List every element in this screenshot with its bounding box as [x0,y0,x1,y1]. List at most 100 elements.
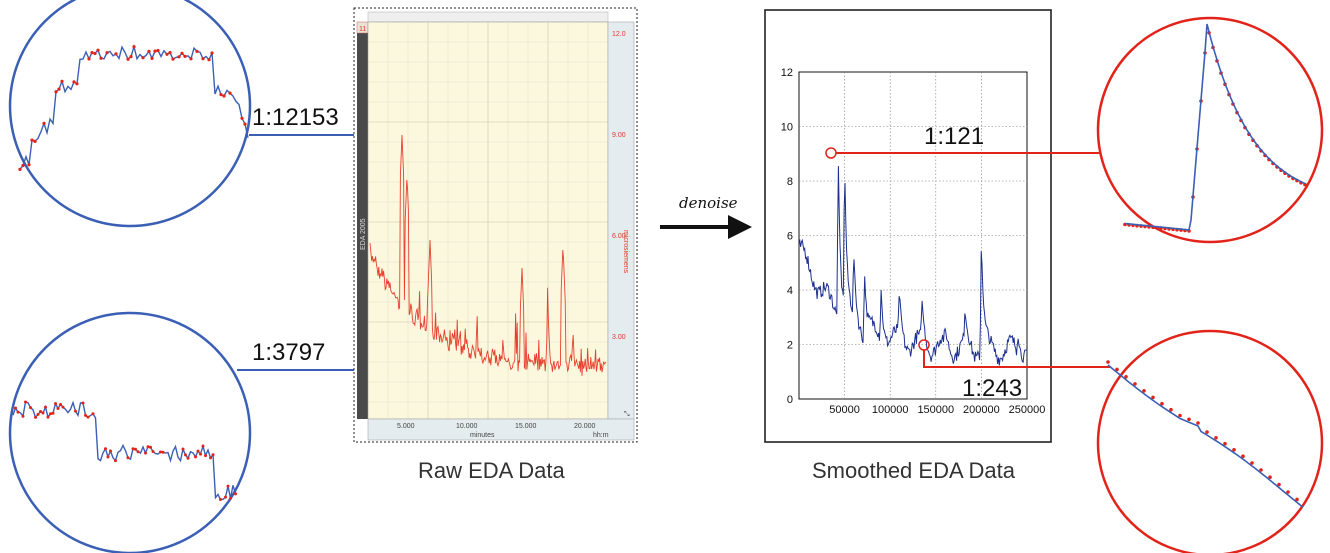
smoothed-x-tick-label: 50000 [829,404,860,416]
sample-point [149,445,152,449]
raw-y-tick-label: 9.00 [612,132,626,139]
caption-raw: Raw EDA Data [418,458,565,483]
sample-point [44,405,47,409]
sample-point [1160,401,1164,406]
sample-point [41,411,45,415]
sample-point [90,51,94,55]
sample-point [1124,375,1128,379]
raw-y-tick-label: 12.0 [612,31,626,38]
sample-point [1187,417,1191,422]
raw-x-ticks: 5.000 10.000 15.000 20.000 [397,423,596,430]
sample-point [209,456,212,460]
sample-point [177,55,181,59]
smoothed-x-tick-label: 150000 [917,404,954,416]
connector-smooth-top [825,147,1100,159]
sample-point [74,409,77,413]
sample-point [184,453,187,457]
sample-point [105,51,109,55]
caption-smoothed: Smoothed EDA Data [812,458,1016,483]
sample-point [126,456,130,460]
raw-top-bar [367,11,609,23]
sample-point [228,91,232,95]
raw-y-tick-label: 3.00 [612,334,626,341]
sample-point [201,444,205,448]
sample-point [222,94,226,98]
sample-point [1250,461,1254,465]
sample-point [16,410,20,414]
smoothed-y-tick-label: 4 [787,285,793,297]
sample-point [114,459,117,463]
sample-point [96,48,100,52]
zoom-raw-top-samples [18,45,247,171]
sample-point [1169,407,1173,412]
sample-point [1277,482,1281,487]
denoise-label: denoise [679,194,738,212]
raw-side-strip [357,22,368,419]
smoothed-y-tick-label: 2 [787,340,793,352]
sample-point [104,447,107,451]
sample-point [49,412,52,416]
raw-x-tick-label: 15.000 [515,423,537,430]
sample-point [81,401,85,405]
sample-point [56,407,60,410]
zoom-circle-smooth-bottom [1096,329,1324,553]
denoise-arrow [660,215,752,239]
sample-point [211,453,215,457]
sample-point [106,455,110,459]
raw-side-label: EDA 2005 [360,218,367,250]
sample-point [1205,430,1209,434]
sample-point [219,498,222,501]
sample-point [21,163,25,168]
sample-point [1232,448,1236,452]
sample-point [240,116,244,120]
sample-point [156,48,160,53]
sample-point [1115,367,1119,372]
zoom-smooth-bottom-signal [1107,364,1304,508]
sample-point [109,449,112,453]
smoothed-x-tick-label: 250000 [1009,404,1046,416]
raw-y-ticks: 12.0 9.00 6.00 3.00 [612,31,626,341]
raw-x-unit: hh:m [593,432,609,439]
sample-point [207,58,211,62]
sample-point [34,415,37,419]
sample-point [57,87,61,91]
sample-point [168,51,172,55]
sample-point [33,139,37,143]
sample-point [1223,441,1227,446]
smoothed-grid [799,72,1027,399]
sample-point [51,411,55,415]
sample-point [131,447,135,451]
zoom-smooth-top-signal [1124,23,1306,231]
raw-x-axis-label: minutes [470,432,495,439]
sample-point [181,447,185,451]
sample-point [18,167,22,171]
sample-point [1133,382,1137,386]
sample-point [141,56,145,60]
sample-point [21,414,25,418]
zoom-ratio-raw-bottom: 1:3797 [252,339,325,366]
sample-point [224,495,227,499]
sample-point [14,406,17,410]
sample-point [1151,395,1155,400]
sample-point [99,56,103,60]
zoom-ratio-smooth-top: 1:121 [924,123,984,150]
raw-right-axis-strip [607,21,635,420]
sample-point [27,163,31,167]
sample-point [1286,490,1290,494]
smoothed-x-tick-label: 200000 [963,404,1000,416]
sample-point [180,51,184,55]
sample-point [29,406,32,410]
sample-point [171,57,175,61]
sample-point [210,51,214,55]
sample-point [159,450,162,454]
sample-point [229,496,232,500]
sample-point [93,51,97,56]
sample-point [1268,475,1272,480]
zoom-raw-bottom-samples [14,400,237,501]
sample-point [219,93,223,97]
sample-point [161,450,165,454]
zoom-ratio-raw-top: 1:12153 [252,104,339,131]
sample-point [86,415,90,419]
sample-point [60,79,64,83]
